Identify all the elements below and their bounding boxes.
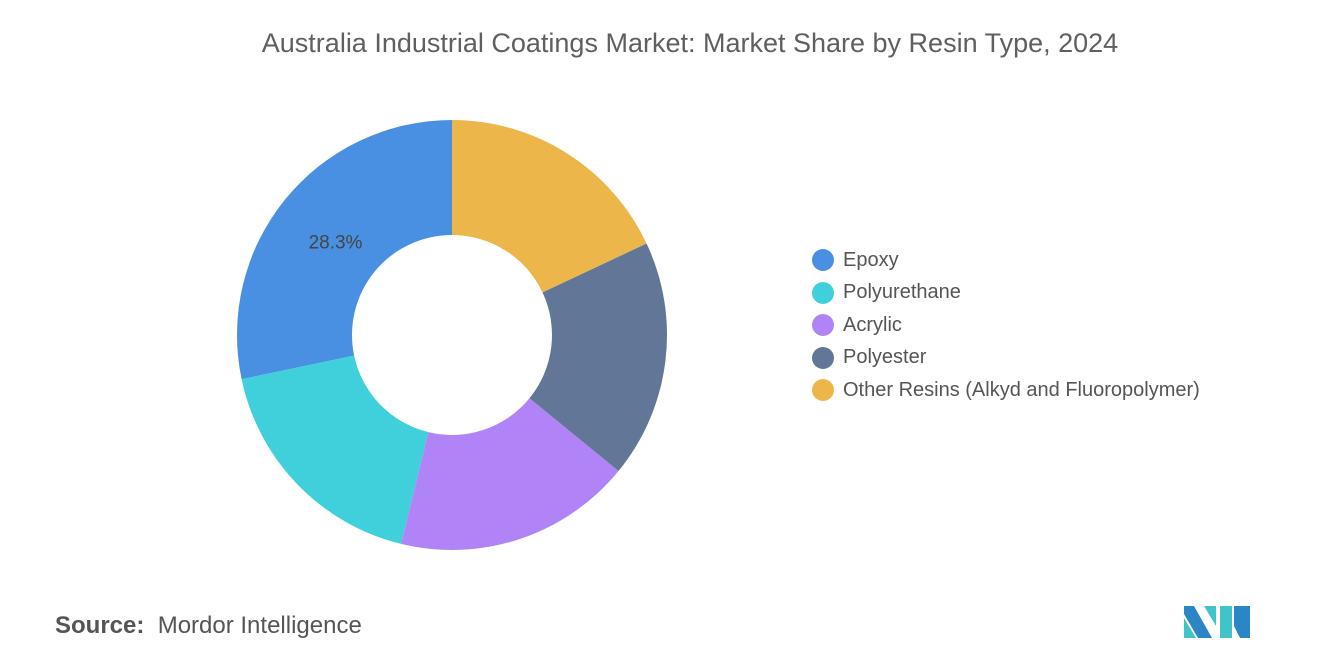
legend-item: Epoxy [812, 244, 1200, 277]
slice-polyurethane [241, 355, 429, 544]
legend-swatch [812, 314, 834, 337]
legend-label: Other Resins (Alkyd and Fluoropolymer) [843, 378, 1200, 401]
legend-item: Acrylic [812, 309, 1200, 342]
legend-item: Polyester [812, 342, 1200, 375]
slice-other [452, 120, 647, 293]
legend: Epoxy Polyurethane Acrylic Polyester Other R… [812, 244, 1200, 407]
legend-item: Polyurethane [812, 277, 1200, 310]
legend-label: Polyurethane [843, 281, 961, 304]
chart-title: Australia Industrial Coatings Market: Ma… [261, 28, 1119, 58]
slice-epoxy [237, 120, 452, 380]
source-label: Source: [55, 612, 145, 639]
legend-swatch [812, 379, 834, 402]
legend-swatch [812, 249, 834, 272]
legend-swatch [812, 346, 834, 369]
slice-polyester [529, 243, 668, 472]
data-label-epoxy: 28.3% [309, 232, 363, 253]
legend-label: Epoxy [843, 248, 899, 271]
legend-item: Other Resins (Alkyd and Fluoropolymer) [812, 374, 1200, 407]
source-text: Mordor Intelligence [157, 612, 362, 639]
mordor-logo [1184, 606, 1250, 638]
legend-swatch [812, 281, 834, 304]
source-note: Source: Mordor Intelligence [55, 612, 362, 640]
legend-label: Polyester [843, 346, 927, 369]
legend-label: Acrylic [843, 313, 902, 336]
slice-acrylic [401, 398, 619, 550]
